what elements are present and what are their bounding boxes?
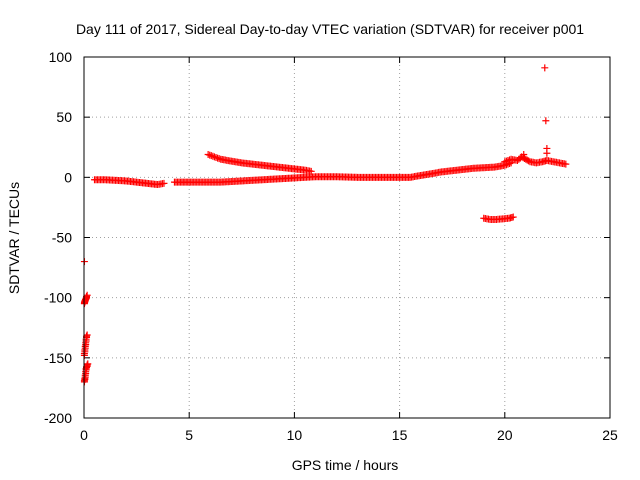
data-point	[212, 153, 220, 161]
grid	[84, 57, 610, 418]
axis-ticks: 0 5 10 15 20 25 -200 -150 -100 -50 0 50 100	[44, 49, 618, 443]
data-point	[542, 117, 550, 125]
y-tick-label: -100	[44, 290, 72, 306]
data-point	[307, 167, 315, 175]
x-tick-label: 5	[185, 427, 193, 443]
data-point	[501, 158, 509, 166]
data-point	[525, 157, 533, 165]
data-point	[204, 150, 212, 158]
data-point	[214, 154, 222, 162]
data-point	[520, 150, 528, 158]
y-tick-label: -200	[44, 410, 72, 426]
data-point	[83, 291, 91, 299]
x-axis-label: GPS time / hours	[292, 457, 399, 473]
data-point	[160, 179, 168, 187]
data-points	[80, 64, 570, 386]
data-point	[207, 152, 215, 160]
y-tick-label: 50	[56, 109, 72, 125]
data-point	[209, 152, 217, 160]
x-tick-label: 10	[287, 427, 303, 443]
data-point	[83, 361, 91, 369]
data-point	[210, 153, 218, 161]
y-tick-label: -50	[52, 230, 72, 246]
data-point	[502, 157, 510, 165]
data-point	[83, 331, 91, 339]
x-tick-label: 15	[392, 427, 408, 443]
data-point	[541, 64, 549, 72]
data-point	[84, 360, 92, 368]
x-tick-label: 0	[80, 427, 88, 443]
data-point	[504, 156, 512, 164]
y-tick-label: -150	[44, 350, 72, 366]
data-point	[562, 160, 570, 168]
x-tick-label: 25	[602, 427, 618, 443]
chart-title: Day 111 of 2017, Sidereal Day-to-day VTE…	[76, 21, 584, 37]
data-point	[543, 149, 551, 157]
plot-frame	[83, 56, 611, 419]
data-point	[215, 155, 223, 163]
y-axis-label: SDTVAR / TECUs	[6, 182, 22, 294]
data-point	[509, 213, 517, 221]
x-tick-label: 20	[497, 427, 513, 443]
y-tick-label: 100	[49, 49, 73, 65]
data-point	[206, 151, 214, 159]
y-tick-label: 0	[64, 169, 72, 185]
